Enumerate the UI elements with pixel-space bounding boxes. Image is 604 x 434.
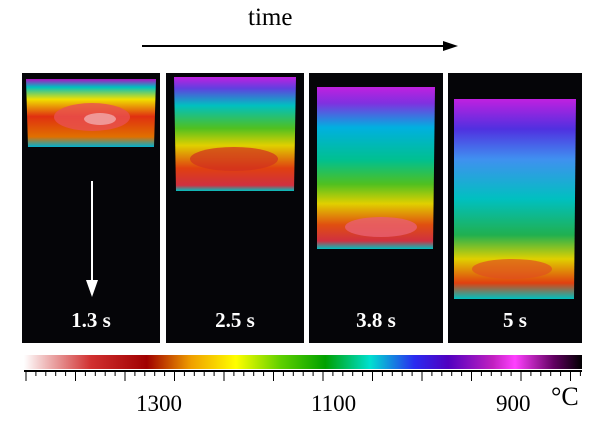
thermal-image-2	[174, 77, 296, 191]
thermal-frame-4: 5 s	[448, 73, 582, 343]
tick-label-1300: 1300	[136, 391, 182, 416]
frame-time-2: 2.5 s	[215, 308, 255, 332]
time-label: time	[248, 4, 293, 31]
unit-label: °C	[551, 382, 579, 411]
thermal-frame-3: 3.8 s	[309, 73, 443, 343]
thermal-image-1	[26, 79, 156, 297]
thermal-frame-1: 1.3 s	[22, 73, 160, 343]
frame-time-4: 5 s	[503, 308, 527, 332]
frame-time-3: 3.8 s	[356, 308, 396, 332]
thermal-image-4	[454, 99, 576, 299]
frame-time-1: 1.3 s	[71, 308, 111, 332]
time-arrow	[142, 41, 458, 51]
thermal-frame-2: 2.5 s	[166, 73, 304, 343]
thermal-image-3	[317, 87, 435, 249]
tick-label-900: 900	[496, 391, 531, 416]
temperature-colorbar	[24, 355, 582, 369]
down-arrow-icon	[86, 280, 98, 297]
temperature-scale-ticks	[24, 370, 582, 381]
tick-label-1100: 1100	[311, 391, 357, 416]
